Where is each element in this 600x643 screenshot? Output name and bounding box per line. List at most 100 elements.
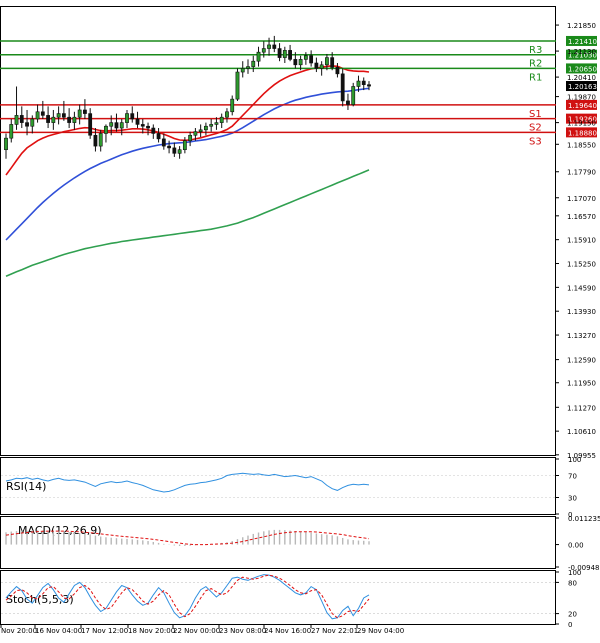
candle-body bbox=[246, 66, 250, 69]
stoch-g-tick-label: 20 bbox=[568, 611, 577, 619]
stoch-title: Stoch(5,5,3) bbox=[6, 593, 74, 606]
candle-body bbox=[272, 44, 277, 49]
candle-body bbox=[119, 122, 124, 129]
price-tick-label: 1.11270 bbox=[567, 404, 596, 412]
candle-body bbox=[251, 60, 256, 67]
candle-body bbox=[198, 129, 203, 132]
level-price-box-s3 bbox=[566, 127, 597, 138]
candle-body bbox=[140, 124, 145, 127]
rsi-g-tick-label: 100 bbox=[568, 456, 581, 464]
candle-body bbox=[40, 111, 45, 116]
candle-body bbox=[104, 125, 108, 134]
price-tick-label: 1.10610 bbox=[567, 428, 596, 436]
level-price-r1: 1.20650 bbox=[568, 65, 597, 73]
level-price-r2: 1.21030 bbox=[568, 52, 597, 60]
candle-body bbox=[298, 59, 303, 66]
moving-average-line-2 bbox=[5, 87, 370, 241]
candle-body bbox=[35, 111, 40, 120]
stoch-g-tick-label: 0 bbox=[568, 621, 572, 629]
candle-body bbox=[267, 44, 271, 49]
candle-body bbox=[161, 138, 166, 147]
candle-body bbox=[235, 71, 240, 100]
candle-body bbox=[72, 116, 77, 123]
candle-body bbox=[167, 145, 171, 149]
candle-body bbox=[219, 116, 224, 123]
level-price-s1: 1.19640 bbox=[568, 102, 597, 110]
candle-body bbox=[193, 131, 198, 136]
level-price-box-s1 bbox=[566, 99, 597, 110]
candle-body bbox=[77, 109, 82, 118]
price-pane-frame bbox=[0, 6, 556, 456]
price-tick-label: 1.13930 bbox=[567, 308, 596, 316]
candle-body bbox=[319, 64, 324, 69]
candle-body bbox=[156, 133, 161, 140]
candle-body bbox=[214, 122, 219, 125]
x-tick-label: 29 Nov 04:00 bbox=[357, 627, 404, 635]
level-label-r3: R3 bbox=[529, 45, 542, 56]
level-price-box-r2 bbox=[566, 49, 597, 60]
candle-body bbox=[4, 137, 8, 151]
candle-body bbox=[25, 122, 29, 127]
level-price-r3: 1.21410 bbox=[568, 38, 597, 46]
moving-average-line-3 bbox=[5, 169, 370, 277]
level-label-s3: S3 bbox=[529, 136, 542, 147]
candle-body bbox=[314, 62, 319, 69]
x-tick-label: 27 Nov 22:01 bbox=[311, 627, 358, 635]
candle-body bbox=[67, 116, 72, 123]
price-tick-label: 1.09955 bbox=[567, 452, 596, 460]
candle-body bbox=[114, 122, 119, 129]
candle-body bbox=[177, 149, 182, 154]
candle-body bbox=[56, 113, 61, 118]
level-price-s3: 1.18880 bbox=[568, 129, 597, 137]
macd-signal-line bbox=[5, 530, 370, 546]
stoch-d-line bbox=[5, 574, 370, 619]
x-tick-label: 18 Nov 20:00 bbox=[128, 627, 175, 635]
candle-body bbox=[146, 125, 150, 129]
candle-body bbox=[356, 80, 361, 87]
candle-body bbox=[204, 125, 208, 131]
candle-body bbox=[340, 73, 345, 102]
candle-body bbox=[109, 122, 114, 127]
candle-body bbox=[240, 68, 245, 73]
level-label-r2: R2 bbox=[529, 59, 542, 70]
rsi-pane-frame bbox=[0, 457, 556, 515]
price-tick-label: 1.21130 bbox=[567, 48, 596, 56]
rsi-line bbox=[5, 472, 370, 493]
rsi-g-tick-label: 70 bbox=[568, 473, 577, 481]
x-tick-label: 16 Nov 04:00 bbox=[35, 627, 82, 635]
candle-body bbox=[325, 57, 329, 66]
price-tick-label: 1.16570 bbox=[567, 213, 596, 221]
stoch-g-tick-label: 100 bbox=[568, 569, 581, 577]
price-tick-label: 1.17790 bbox=[567, 169, 596, 177]
candle-body bbox=[46, 115, 50, 123]
rsi-title: RSI(14) bbox=[6, 480, 46, 493]
candle-body bbox=[135, 118, 140, 125]
current-price-label: 1.20163 bbox=[568, 83, 597, 91]
candle-body bbox=[14, 115, 19, 125]
candle-body bbox=[256, 51, 261, 62]
candle-body bbox=[125, 113, 129, 123]
macd-title: MACD(12,26,9) bbox=[18, 524, 102, 537]
price-tick-label: 1.17070 bbox=[567, 195, 596, 203]
macd-g-tick-label: -0.009486 bbox=[568, 564, 600, 572]
price-tick-label: 1.19150 bbox=[567, 120, 596, 128]
price-tick-label: 1.14590 bbox=[567, 284, 596, 292]
candle-body bbox=[361, 80, 366, 85]
candle-body bbox=[225, 111, 229, 118]
x-tick-label: 17 Nov 12:00 bbox=[81, 627, 128, 635]
level-price-box-r3 bbox=[566, 35, 597, 46]
candle-body bbox=[93, 134, 98, 147]
current-price-box bbox=[566, 81, 597, 92]
candle-body bbox=[98, 133, 103, 147]
price-tick-label: 1.18550 bbox=[567, 141, 596, 149]
x-tick-label: Nov 20:00 bbox=[1, 627, 37, 635]
rsi-g-tick-label: 0 bbox=[568, 511, 572, 519]
candle-body bbox=[9, 124, 14, 139]
candle-body bbox=[303, 55, 308, 60]
price-tick-label: 1.21850 bbox=[567, 22, 596, 30]
x-tick-label: 24 Nov 16:00 bbox=[264, 627, 311, 635]
candle-body bbox=[88, 113, 93, 136]
candle-body bbox=[19, 115, 24, 123]
level-price-box-s2 bbox=[566, 113, 597, 124]
